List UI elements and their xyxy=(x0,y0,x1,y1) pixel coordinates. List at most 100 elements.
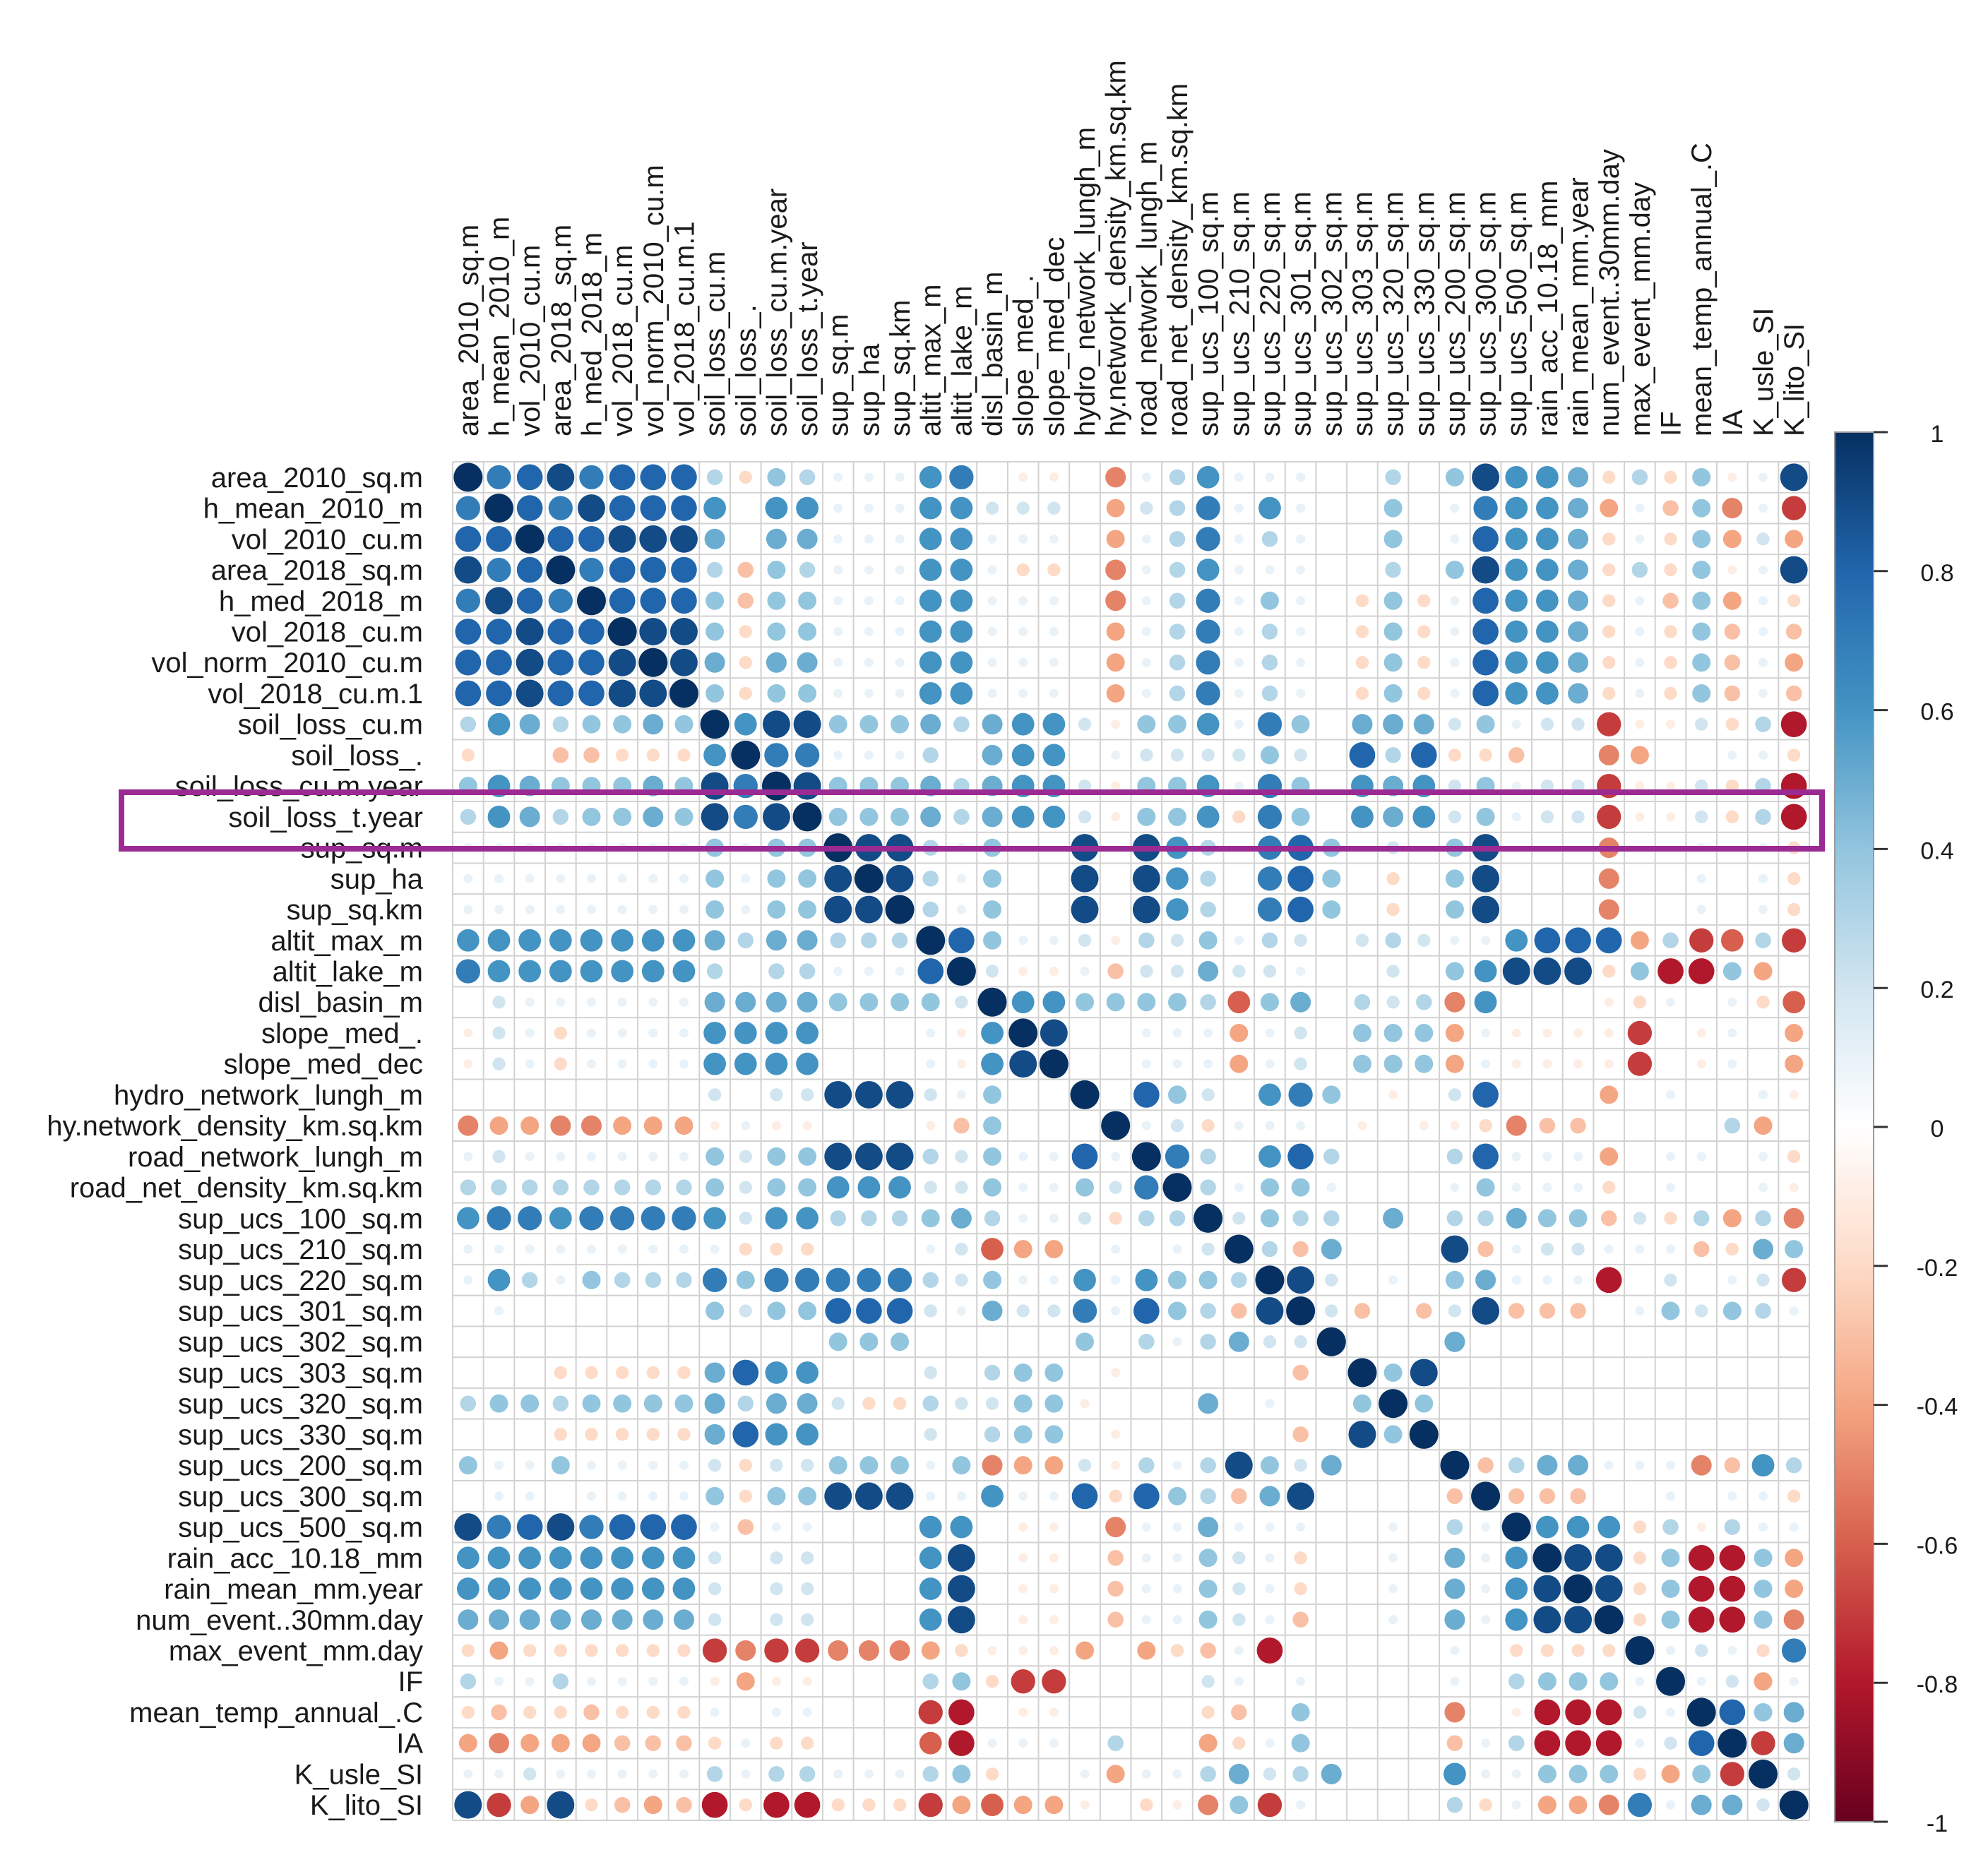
corr-circle xyxy=(855,1080,883,1109)
corr-circle xyxy=(981,1022,1004,1044)
corr-circle xyxy=(1540,1644,1554,1657)
corr-circle xyxy=(1748,1759,1778,1789)
corr-circle xyxy=(1534,1699,1561,1726)
corr-circle xyxy=(586,905,596,914)
corr-circle xyxy=(1232,748,1246,762)
corr-circle xyxy=(889,1640,910,1661)
corr-circle xyxy=(1570,1303,1586,1319)
corr-circle xyxy=(1265,1522,1275,1532)
corr-circle xyxy=(580,960,603,983)
corr-circle xyxy=(1039,1049,1069,1079)
corr-circle xyxy=(737,1395,754,1412)
corr-circle xyxy=(1080,1399,1090,1409)
corr-circle xyxy=(1627,1051,1653,1076)
corr-circle xyxy=(1537,1672,1557,1691)
corr-circle xyxy=(549,1207,572,1230)
corr-circle xyxy=(1200,1333,1216,1350)
corr-circle xyxy=(1445,467,1464,487)
corr-circle xyxy=(1450,936,1460,945)
corr-circle xyxy=(1169,685,1186,702)
corr-circle xyxy=(919,589,942,612)
corr-circle xyxy=(1049,534,1059,544)
corr-circle xyxy=(949,465,974,490)
corr-circle xyxy=(1476,807,1495,826)
corr-circle xyxy=(1597,712,1621,736)
corr-circle xyxy=(487,1206,511,1231)
corr-circle xyxy=(1049,1152,1059,1162)
corr-circle xyxy=(1201,1118,1215,1133)
corr-circle xyxy=(1446,1488,1463,1505)
corr-circle xyxy=(1688,1730,1715,1757)
corr-circle xyxy=(578,649,605,676)
corr-circle xyxy=(895,503,905,513)
column-label: max_event_mm.day xyxy=(1625,182,1656,436)
corr-circle xyxy=(520,1733,540,1753)
corr-circle xyxy=(614,1796,631,1813)
corr-circle xyxy=(1695,1304,1708,1318)
corr-circle xyxy=(648,1244,658,1254)
corr-circle xyxy=(1111,781,1121,791)
corr-circle xyxy=(1450,1676,1460,1686)
corr-circle xyxy=(770,1458,783,1472)
corr-circle xyxy=(983,1178,1002,1197)
corr-circle xyxy=(1071,1143,1098,1170)
corr-circle xyxy=(1168,1301,1186,1320)
corr-circle xyxy=(1536,465,1559,489)
corr-circle xyxy=(864,750,874,760)
corr-circle xyxy=(1354,1303,1371,1319)
corr-circle xyxy=(1196,588,1220,613)
corr-circle xyxy=(1291,1702,1310,1721)
corr-circle xyxy=(1355,656,1369,669)
corr-circle xyxy=(1200,1148,1216,1165)
corr-circle xyxy=(609,1514,636,1540)
corr-circle xyxy=(1727,1059,1737,1069)
corr-circle xyxy=(919,1546,942,1570)
corr-circle xyxy=(1448,1088,1462,1102)
corr-circle xyxy=(613,1394,632,1413)
corr-circle xyxy=(579,465,604,490)
corr-circle xyxy=(987,627,997,636)
corr-circle xyxy=(1755,1210,1771,1227)
corr-circle xyxy=(1662,592,1679,609)
corr-circle xyxy=(492,1026,506,1040)
corr-circle xyxy=(1076,1178,1094,1197)
corr-circle xyxy=(1172,1059,1182,1069)
column-label: sup_ucs_303_sq.m xyxy=(1347,191,1379,436)
corr-circle xyxy=(895,967,905,976)
corr-circle xyxy=(741,1738,751,1748)
corr-circle xyxy=(1783,1733,1804,1754)
corr-circle xyxy=(492,996,506,1009)
corr-circle xyxy=(1635,627,1645,636)
corr-circle xyxy=(1105,590,1126,611)
corr-circle xyxy=(453,462,483,492)
corr-circle xyxy=(1481,1584,1491,1594)
corr-circle xyxy=(612,1609,633,1630)
corr-circle xyxy=(1291,1733,1310,1753)
row-labels: area_2010_sq.mh_mean_2010_mvol_2010_cu.m… xyxy=(47,462,424,1821)
corr-circle xyxy=(607,616,637,647)
corr-circle xyxy=(1141,1584,1151,1594)
corr-circle xyxy=(706,1301,725,1320)
corr-circle xyxy=(1625,1635,1655,1666)
corr-circle xyxy=(1016,1304,1030,1318)
corr-circle xyxy=(1261,932,1278,949)
row-label: IF xyxy=(398,1666,423,1697)
legend-color-bar xyxy=(1834,431,1874,1822)
corr-circle xyxy=(1692,684,1711,703)
corr-circle xyxy=(1296,1522,1306,1532)
corr-circle xyxy=(1141,565,1151,575)
corr-circle xyxy=(1232,1613,1246,1626)
corr-circle xyxy=(1635,720,1645,729)
corr-circle xyxy=(1787,872,1801,885)
corr-circle xyxy=(1234,1121,1244,1130)
corr-circle xyxy=(1633,996,1647,1009)
corr-circle xyxy=(491,1704,507,1721)
corr-circle xyxy=(646,1366,660,1380)
corr-circle xyxy=(552,808,569,825)
corr-circle xyxy=(706,869,725,888)
corr-circle xyxy=(1727,1646,1737,1655)
corr-circle xyxy=(703,1052,726,1075)
corr-circle xyxy=(1296,1676,1306,1686)
corr-circle xyxy=(1049,967,1059,976)
corr-circle xyxy=(1107,1550,1124,1566)
